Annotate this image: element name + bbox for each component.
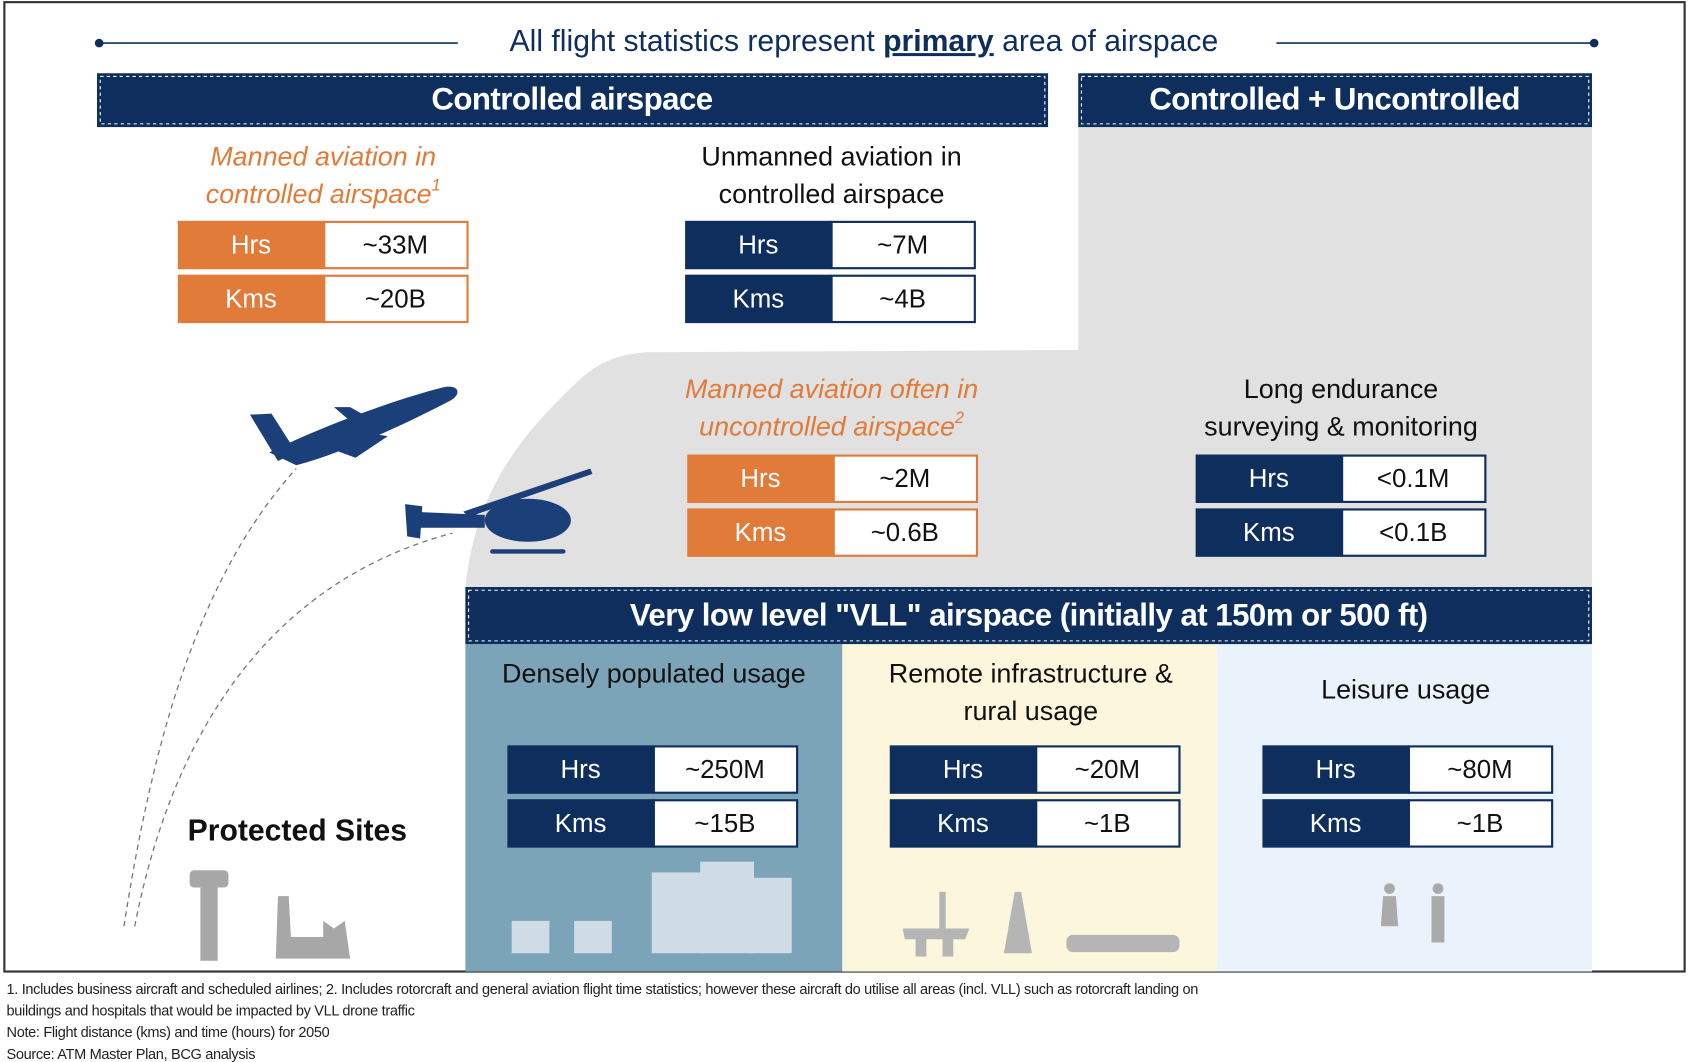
footnote: 1. Includes business aircraft and schedu… (7, 982, 1199, 998)
group-label: Manned aviation in (210, 141, 436, 171)
group-label: Manned aviation often in (685, 374, 978, 404)
footnotes: 1. Includes business aircraft and schedu… (7, 982, 1199, 1062)
stat-key: Hrs (1249, 465, 1289, 493)
header-emphasis: primary (883, 25, 994, 58)
stat-row: Kms <0.1B (1196, 508, 1486, 556)
group-label: controlled airspace1 (206, 177, 441, 210)
stat-row: Hrs ~80M (1262, 745, 1552, 793)
stat-key: Hrs (1316, 756, 1356, 784)
protected-sites: Protected Sites (188, 815, 407, 848)
stat-value: ~1B (1084, 810, 1131, 838)
stat-value: ~33M (363, 231, 428, 259)
group-label: uncontrolled airspace2 (699, 409, 964, 442)
section-header: Controlled + Uncontrolled (1078, 73, 1592, 127)
group-label: Densely populated usage (502, 658, 806, 688)
stat-key: Kms (937, 810, 989, 838)
header-dot (1590, 39, 1599, 48)
stat-value: ~80M (1447, 756, 1512, 784)
stat-value: ~2M (879, 465, 930, 493)
stat-row: Kms ~20B (178, 275, 468, 323)
group-label: Leisure usage (1321, 675, 1490, 705)
stat-row: Hrs <0.1M (1196, 455, 1486, 503)
stat-group: Densely populated usage Hrs ~250M Kms ~15B (502, 658, 806, 847)
stat-row: Kms ~1B (890, 799, 1180, 847)
group-label-line: uncontrolled airspace (699, 412, 955, 442)
group-label-line: Long endurance (1244, 374, 1438, 404)
stat-group: Remote infrastructure & rural usage Hrs ~20… (889, 658, 1180, 847)
footnote: Note: Flight distance (kms) and time (ho… (7, 1025, 330, 1041)
group-label-line: rural usage (964, 696, 1099, 726)
stat-value: ~0.6B (871, 519, 939, 547)
section-title: Very low level "VLL" airspace (initially… (630, 597, 1428, 632)
footnote-ref: 1 (432, 177, 441, 195)
stat-group: Unmanned aviation in controlled airspace H… (685, 141, 975, 323)
stat-row: Hrs ~7M (685, 221, 975, 269)
stat-key: Hrs (561, 756, 601, 784)
stat-key: Kms (1243, 519, 1295, 547)
stat-key: Kms (1310, 810, 1362, 838)
group-label-line: Manned aviation in (210, 141, 436, 171)
stat-row: Kms ~15B (507, 799, 797, 847)
stat-key: Hrs (740, 465, 780, 493)
stat-key: Hrs (231, 231, 271, 259)
section-title: Controlled + Uncontrolled (1149, 81, 1520, 116)
stat-value: ~20B (365, 285, 426, 313)
group-label: Remote infrastructure & (889, 658, 1173, 688)
header-text: All flight statistics represent primary … (510, 25, 1219, 58)
stat-value: ~250M (685, 756, 765, 784)
group-label-line: Densely populated usage (502, 658, 806, 688)
group-label: rural usage (964, 696, 1099, 726)
stat-key: Kms (225, 285, 277, 313)
stat-value: ~20M (1075, 756, 1140, 784)
stat-row: Kms ~1B (1262, 799, 1552, 847)
stat-key: Kms (733, 285, 785, 313)
footnote-ref: 2 (954, 409, 964, 427)
section-title: Controlled airspace (431, 81, 712, 116)
stat-row: Hrs ~33M (178, 221, 468, 269)
stat-key: Hrs (738, 231, 778, 259)
footnote: buildings and hospitals that would be im… (7, 1004, 415, 1020)
stat-value: ~7M (877, 231, 928, 259)
header-after: area of airspace (1002, 25, 1218, 58)
section-header: Very low level "VLL" airspace (initially… (465, 587, 1592, 644)
stat-key: Kms (735, 519, 787, 547)
group-label: Long endurance (1244, 374, 1438, 404)
stat-row: Hrs ~2M (687, 455, 977, 503)
group-label-line: Leisure usage (1321, 675, 1490, 705)
header-before: All flight statistics represent (510, 25, 876, 58)
stat-group: Manned aviation in controlled airspace1 Hr… (178, 141, 468, 323)
group-label-line: Remote infrastructure & (889, 658, 1173, 688)
infographic: All flight statistics represent primary … (0, 0, 1689, 1062)
stat-row: Kms ~4B (685, 275, 975, 323)
stat-group: Manned aviation often in uncontrolled air… (685, 374, 978, 557)
stat-value: ~15B (694, 810, 755, 838)
stat-row: Hrs ~20M (890, 745, 1180, 793)
group-label-line: Manned aviation often in (685, 374, 978, 404)
section-header: Controlled airspace (97, 73, 1048, 127)
stat-row: Kms ~0.6B (687, 508, 977, 556)
stat-row: Hrs ~250M (507, 745, 797, 793)
stat-value: ~1B (1457, 810, 1504, 838)
footnote: Source: ATM Master Plan, BCG analysis (7, 1047, 256, 1062)
group-label-line: Unmanned aviation in (701, 141, 961, 171)
stat-key: Kms (555, 810, 607, 838)
group-label: surveying & monitoring (1204, 412, 1478, 442)
group-label: controlled airspace (719, 179, 945, 209)
stat-value: <0.1M (1377, 465, 1450, 493)
group-label: Unmanned aviation in (701, 141, 961, 171)
stat-value: ~4B (879, 285, 926, 313)
stat-value: <0.1B (1379, 519, 1447, 547)
group-label-line: surveying & monitoring (1204, 412, 1478, 442)
header-dot (95, 39, 104, 48)
group-label-line: controlled airspace (719, 179, 945, 209)
stat-key: Hrs (943, 756, 983, 784)
group-label-line: controlled airspace (206, 179, 432, 209)
